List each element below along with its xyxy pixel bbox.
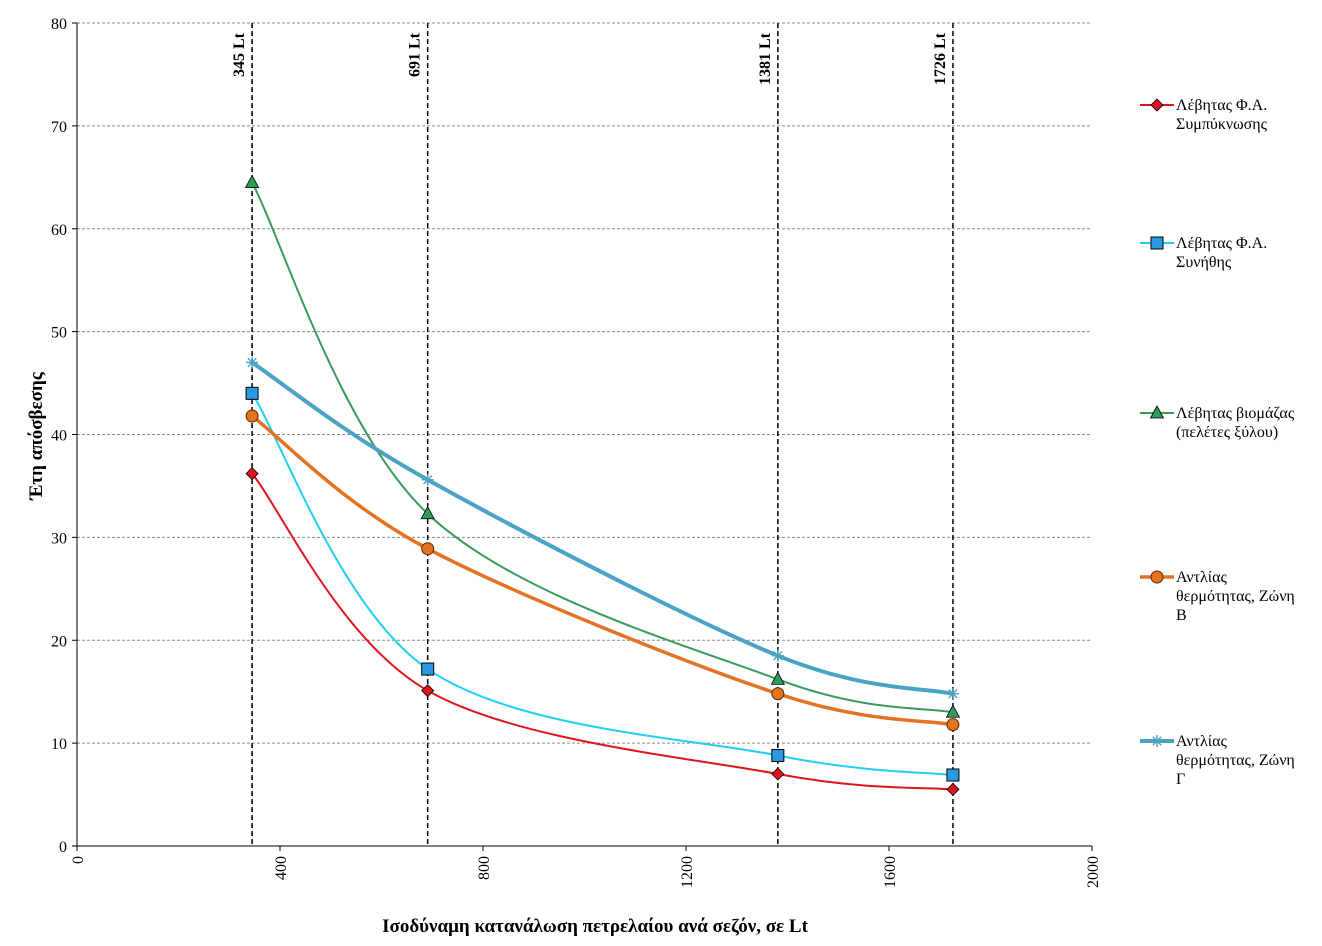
legend-item: Λέβητας Φ.Α. Συνήθης bbox=[1140, 235, 1267, 271]
legend-label: Λέβητας Φ.Α. bbox=[1176, 235, 1267, 252]
legend-label: Συμπύκνωσης bbox=[1176, 116, 1268, 133]
reference-line-label: 345 Lt bbox=[231, 32, 248, 77]
marker-triangle bbox=[945, 704, 961, 718]
marker-triangle bbox=[420, 505, 435, 520]
marker-triangle bbox=[770, 671, 786, 685]
x-axis-title: Ισοδύναμη κατανάλωση πετρελαίου ανά σεζό… bbox=[382, 916, 808, 937]
series-2 bbox=[245, 386, 960, 782]
series-4 bbox=[245, 409, 960, 732]
y-tick-label: 40 bbox=[51, 428, 67, 445]
y-tick-label: 60 bbox=[51, 222, 67, 239]
marker-diamond bbox=[245, 467, 259, 481]
marker-circle bbox=[245, 409, 259, 423]
series-line bbox=[250, 360, 954, 696]
legend-label: Γ bbox=[1176, 771, 1185, 788]
marker-star bbox=[946, 687, 959, 700]
marker-star-stroke bbox=[1152, 736, 1162, 746]
series-line bbox=[251, 392, 954, 777]
y-tick-label: 80 bbox=[51, 16, 67, 33]
marker-square bbox=[421, 662, 435, 676]
series-3 bbox=[244, 174, 961, 718]
y-tick-label: 10 bbox=[51, 736, 67, 753]
marker-star-stroke bbox=[422, 475, 433, 485]
marker-square bbox=[245, 386, 259, 400]
marker-square bbox=[1150, 236, 1164, 250]
x-tick-label: 400 bbox=[273, 856, 290, 880]
legend-item: Λέβητας βιομάζας (πελέτες ξύλου) bbox=[1140, 405, 1295, 441]
series-line bbox=[251, 414, 954, 727]
legend-label: Β bbox=[1176, 607, 1187, 624]
reference-line-label: 1726 Lt bbox=[932, 32, 949, 85]
legend-item: Λέβητας Φ.Α. Συμπύκνωσης bbox=[1140, 97, 1268, 133]
series-group bbox=[244, 174, 961, 796]
legend-label: θερμότητας, Ζώνη bbox=[1176, 588, 1295, 605]
x-tick-label: 800 bbox=[476, 856, 493, 880]
grid bbox=[77, 22, 1092, 744]
series-5 bbox=[246, 356, 959, 700]
marker-square bbox=[771, 748, 785, 762]
marker-circle bbox=[771, 687, 785, 701]
legend: Λέβητας Φ.Α. Συμπύκνωσης Λέβητας Φ.Α. Συνήθ… bbox=[1140, 97, 1295, 788]
legend-label: Αντλίας bbox=[1176, 733, 1227, 750]
marker-diamond bbox=[1150, 98, 1164, 112]
legend-item: Αντλίας θερμότητας, Ζώνη Γ bbox=[1140, 733, 1295, 788]
marker-star-stroke bbox=[948, 689, 958, 699]
x-tick-label: 2000 bbox=[1085, 856, 1102, 888]
marker-triangle bbox=[244, 174, 260, 188]
reference-line-label: 1381 Lt bbox=[757, 32, 774, 85]
legend-label: Λέβητας Φ.Α. bbox=[1176, 97, 1267, 114]
marker-star bbox=[1151, 735, 1163, 747]
y-tick-label: 0 bbox=[59, 839, 67, 856]
x-tick-label: 1600 bbox=[882, 856, 899, 888]
y-tick-label: 70 bbox=[51, 119, 67, 136]
marker-star-stroke bbox=[247, 357, 257, 368]
legend-label: θερμότητας, Ζώνη bbox=[1176, 752, 1295, 769]
x-tick-label: 1200 bbox=[679, 856, 696, 888]
y-tick-label: 20 bbox=[51, 633, 67, 650]
reference-line-label: 691 Lt bbox=[407, 32, 424, 77]
marker-diamond bbox=[946, 782, 960, 796]
legend-label: Συνήθης bbox=[1176, 254, 1232, 271]
reference-lines: 345 Lt 691 Lt 1381 Lt 1726 Lt bbox=[231, 23, 954, 846]
legend-label: Λέβητας βιομάζας bbox=[1176, 405, 1295, 422]
legend-label: Αντλίας bbox=[1176, 569, 1227, 586]
series-line bbox=[251, 472, 954, 791]
y-tick-label: 30 bbox=[51, 530, 67, 547]
marker-diamond bbox=[421, 684, 435, 698]
x-tick-label: 0 bbox=[70, 856, 87, 864]
legend-item: Αντλίας θερμότητας, Ζώνη Β bbox=[1140, 569, 1295, 624]
marker-square bbox=[946, 768, 960, 782]
marker-circle bbox=[1150, 570, 1164, 584]
marker-star-stroke bbox=[773, 650, 783, 661]
marker-circle bbox=[421, 542, 435, 556]
series-1 bbox=[245, 467, 960, 796]
series-line bbox=[251, 181, 954, 714]
legend-label: (πελέτες ξύλου) bbox=[1176, 424, 1278, 441]
marker-star bbox=[771, 649, 784, 662]
marker-star bbox=[421, 473, 434, 486]
y-tick-label: 50 bbox=[51, 325, 67, 342]
marker-circle bbox=[946, 718, 960, 732]
y-axis-title: Έτη απόσβεσης bbox=[26, 371, 47, 501]
marker-triangle bbox=[1149, 405, 1165, 419]
marker-diamond bbox=[771, 767, 785, 781]
marker-star bbox=[246, 356, 259, 369]
